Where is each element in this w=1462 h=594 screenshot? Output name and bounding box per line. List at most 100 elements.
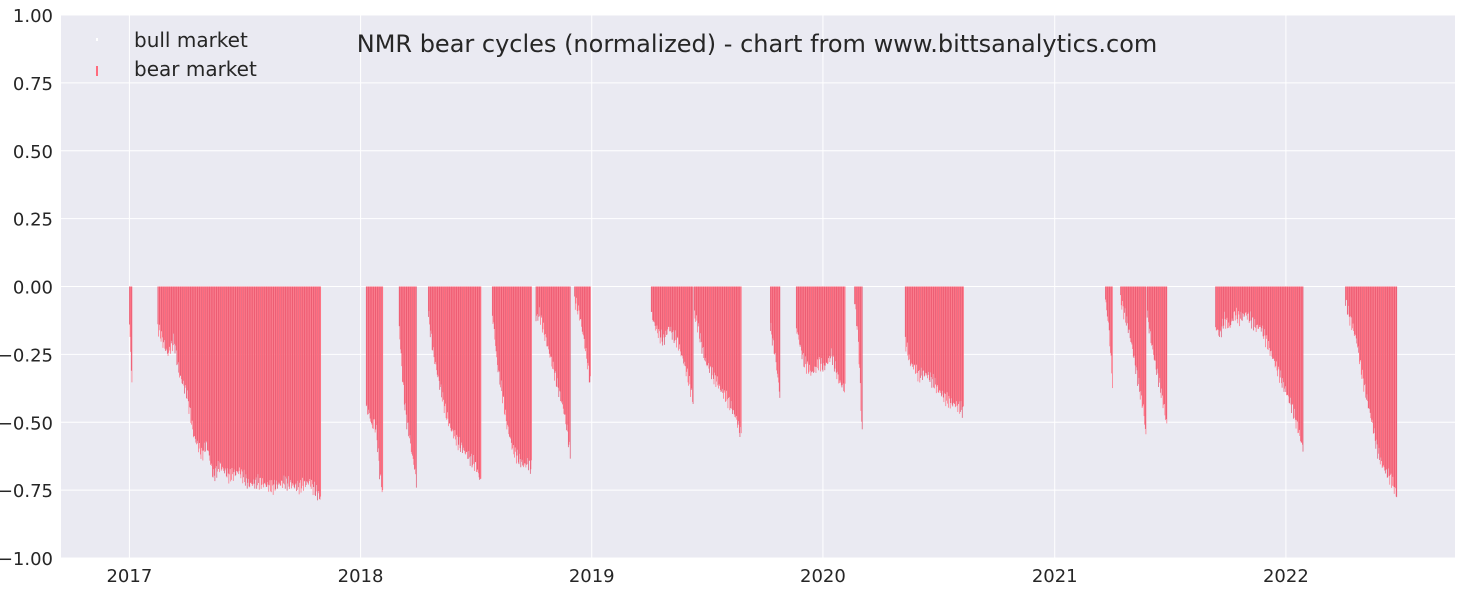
legend-label-bull-market: bull market xyxy=(134,28,248,52)
bear-bar xyxy=(282,286,284,489)
bear-bar xyxy=(1236,286,1237,308)
bear-bar xyxy=(410,286,412,452)
bear-bar xyxy=(317,286,319,494)
bear-bar xyxy=(1144,286,1146,429)
bear-bar xyxy=(567,286,569,448)
bear-bar xyxy=(1348,286,1350,317)
bear-bar xyxy=(1378,286,1379,454)
bear-bar xyxy=(509,286,510,437)
bear-bar xyxy=(526,286,527,465)
y-tick-label: −0.75 xyxy=(0,481,53,502)
bear-bar xyxy=(184,286,186,388)
bear-bar xyxy=(836,286,838,380)
bear-bar xyxy=(210,286,211,465)
bear-bar xyxy=(1392,286,1394,477)
bear-bar xyxy=(658,286,660,330)
bear-bar xyxy=(512,286,514,446)
bear-bar xyxy=(182,286,184,381)
bear-bar xyxy=(403,286,405,405)
bear-bar xyxy=(915,286,917,374)
bear-bar xyxy=(1142,286,1144,407)
bear-bar xyxy=(195,286,197,443)
bear-bar xyxy=(822,286,824,372)
bear-bar xyxy=(1298,286,1299,433)
bear-bar xyxy=(304,286,306,481)
bear-bar xyxy=(161,286,163,332)
bear-bar xyxy=(832,286,833,366)
bear-bar xyxy=(248,286,250,487)
bear-bar xyxy=(777,286,779,378)
bear-bar xyxy=(540,286,542,316)
bear-bar xyxy=(925,286,927,374)
bear-bar xyxy=(581,286,582,327)
bear-bar xyxy=(830,286,831,359)
bear-bar xyxy=(559,286,561,392)
bear-bar xyxy=(399,286,401,340)
bear-bar xyxy=(1245,286,1247,312)
bear-bar xyxy=(1390,286,1392,474)
bear-bar xyxy=(806,286,807,374)
bear-bar xyxy=(931,286,933,388)
bear-bar xyxy=(493,286,494,323)
bear-bar xyxy=(493,286,495,330)
bear-bar xyxy=(821,286,823,370)
bear-bar xyxy=(176,286,178,366)
bear-bar xyxy=(736,286,738,420)
bear-bar xyxy=(211,286,213,466)
bear-bar xyxy=(657,286,658,334)
bear-bar xyxy=(181,286,183,384)
bear-bar xyxy=(934,286,935,389)
bear-bar xyxy=(558,286,560,398)
bear-bar xyxy=(434,286,436,364)
legend-swatch-bear-market xyxy=(96,66,98,76)
bear-bar xyxy=(699,286,701,343)
bear-bar xyxy=(437,286,439,378)
bear-bar xyxy=(550,286,552,357)
bear-bar xyxy=(1128,286,1130,330)
bear-bar xyxy=(654,286,656,326)
bear-bar xyxy=(811,286,813,372)
bear-bar xyxy=(528,286,530,461)
bear-bar xyxy=(808,286,809,374)
bear-bar xyxy=(566,286,567,431)
bear-bar xyxy=(652,286,654,322)
bear-bar xyxy=(255,286,256,480)
bear-bar xyxy=(515,286,517,452)
bear-bar xyxy=(1245,286,1246,314)
bear-bar xyxy=(1274,286,1275,361)
bear-bar xyxy=(693,286,695,311)
bear-bar xyxy=(702,286,703,348)
bear-bar xyxy=(1277,286,1279,367)
bear-bar xyxy=(265,286,267,487)
bear-bar xyxy=(448,286,449,427)
bear-bar xyxy=(175,286,176,346)
bear-bar xyxy=(469,286,470,458)
bear-bar xyxy=(157,286,159,325)
bear-bar xyxy=(1391,286,1393,488)
bear-bar xyxy=(400,286,402,354)
bear-bar xyxy=(215,286,216,469)
bear-bar xyxy=(1105,286,1106,300)
bear-bar xyxy=(431,286,433,350)
bear-bar xyxy=(279,286,281,486)
bear-bar xyxy=(198,286,200,449)
bear-bar xyxy=(706,286,708,367)
bear-bar xyxy=(858,286,860,365)
bear-bar xyxy=(367,286,369,415)
bear-bar xyxy=(809,286,811,371)
bear-bar xyxy=(245,286,247,475)
bear-bar xyxy=(545,286,547,338)
bear-bar xyxy=(300,286,301,481)
bear-bar xyxy=(502,286,503,404)
bear-bar xyxy=(405,286,406,404)
bear-bar xyxy=(284,286,285,485)
bear-bar xyxy=(807,286,809,362)
bear-bar xyxy=(712,286,714,368)
bear-bar xyxy=(505,286,507,422)
bear-bar xyxy=(1291,286,1293,405)
bear-bar xyxy=(963,286,964,407)
bear-bar xyxy=(301,286,303,478)
bear-bar xyxy=(828,286,830,357)
bear-bar xyxy=(549,286,551,358)
bear-bar xyxy=(498,286,499,371)
